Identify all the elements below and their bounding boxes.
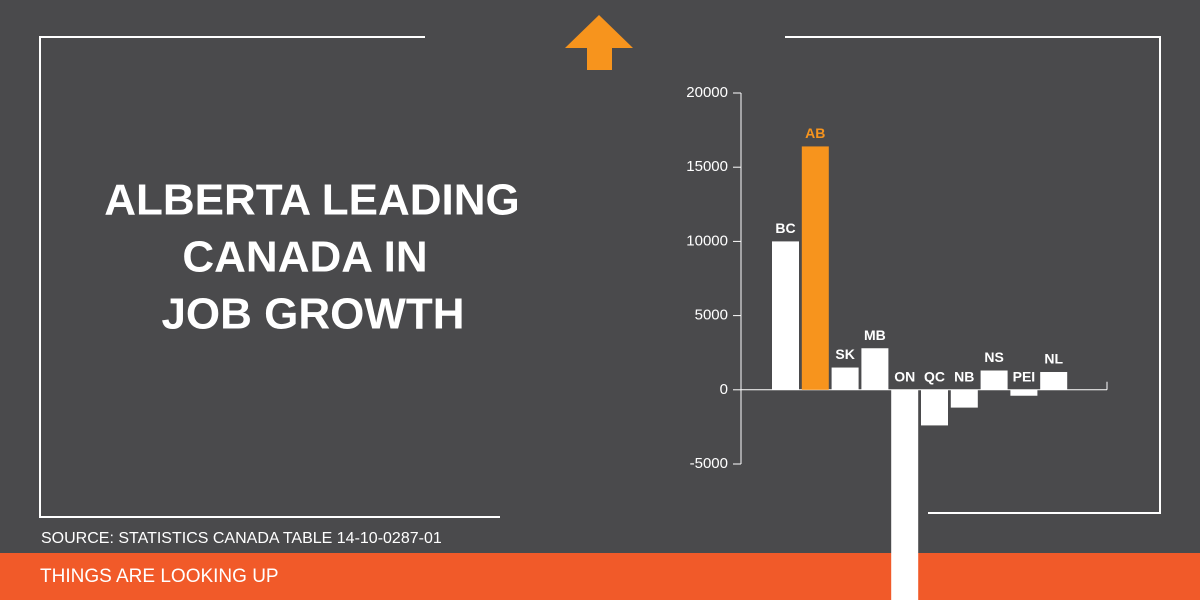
bar — [950, 389, 978, 408]
bar-label: NL — [1044, 351, 1063, 367]
footer-text: THINGS ARE LOOKING UP — [40, 566, 279, 587]
bar-label: MB — [864, 327, 886, 343]
bar — [980, 370, 1008, 390]
up-arrow — [565, 15, 633, 70]
bar-label: ON — [894, 369, 915, 385]
bar — [1040, 371, 1068, 390]
frame-right — [785, 36, 1161, 514]
y-tick-label: 10000 — [686, 232, 728, 249]
bar-label: SK — [835, 346, 854, 362]
bar — [772, 241, 799, 390]
y-tick-label: -5000 — [690, 455, 728, 472]
bar-label: AB — [805, 125, 825, 141]
title-line: CANADA IN — [182, 233, 427, 282]
title-line: ALBERTA LEADING — [104, 176, 520, 225]
bar-label: PEI — [1013, 369, 1036, 385]
bar — [861, 348, 889, 390]
bar-label: NB — [954, 369, 974, 385]
frame-left — [39, 36, 500, 518]
y-tick-label: 0 — [720, 381, 728, 398]
bar-label: QC — [924, 369, 945, 385]
source: SOURCE: STATISTICS CANADA TABLE 14-10-02… — [41, 530, 442, 547]
bar — [891, 389, 919, 600]
bar — [921, 389, 948, 426]
bar-label: BC — [775, 220, 795, 236]
title-line: JOB GROWTH — [161, 290, 464, 339]
y-tick-label: 15000 — [686, 158, 728, 175]
bar — [1010, 389, 1038, 396]
bar — [831, 367, 859, 390]
y-tick-label: 20000 — [686, 84, 728, 101]
footer-band — [0, 553, 1200, 600]
y-tick-label: 5000 — [695, 307, 728, 324]
bar — [801, 146, 829, 390]
bar-label: NS — [984, 349, 1003, 365]
